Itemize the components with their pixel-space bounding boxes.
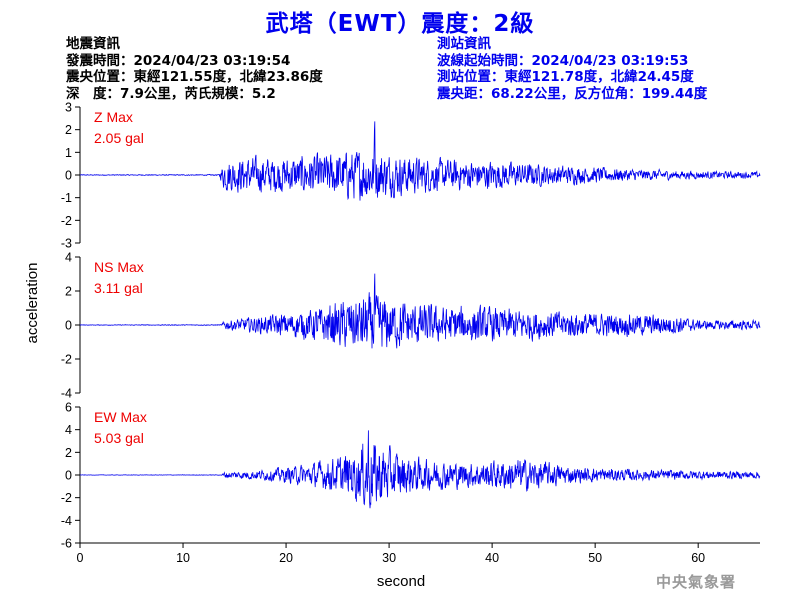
y-tick-label: 4 bbox=[65, 423, 72, 437]
y-tick-label: -6 bbox=[61, 537, 72, 551]
station-wave-start: 波線起始時間：2024/04/23 03:19:53 bbox=[437, 52, 689, 69]
station-info-heading: 測站資訊 bbox=[437, 36, 491, 52]
y-tick-label: 6 bbox=[65, 401, 72, 415]
y-tick-label: 1 bbox=[65, 146, 72, 160]
y-tick-label: -1 bbox=[61, 191, 72, 205]
quake-epicenter: 震央位置：東經121.55度，北緯23.86度 bbox=[66, 69, 323, 85]
x-tick-label: 0 bbox=[77, 551, 84, 565]
y-tick-label: 4 bbox=[65, 251, 72, 265]
x-tick-label: 10 bbox=[176, 551, 190, 565]
waveform-trace-z bbox=[79, 121, 761, 201]
station-info-block: 測站資訊 波線起始時間：2024/04/23 03:19:53 測站位置：東經1… bbox=[437, 36, 707, 102]
x-tick-label: 50 bbox=[588, 551, 602, 565]
x-tick-label: 30 bbox=[382, 551, 396, 565]
y-tick-label: 0 bbox=[65, 319, 72, 333]
y-tick-label: 0 bbox=[65, 469, 72, 483]
y-tick-label: -2 bbox=[61, 214, 72, 228]
max-value-ew: 5.03 gal bbox=[94, 430, 144, 446]
y-tick-label: -2 bbox=[61, 491, 72, 505]
max-label-z: Z Max bbox=[94, 109, 133, 125]
max-value-z: 2.05 gal bbox=[94, 130, 144, 146]
station-distance-azimuth: 震央距：68.22公里，反方位角：199.44度 bbox=[437, 85, 708, 102]
page-title: 武塔（EWT）震度：2級 bbox=[265, 11, 535, 37]
max-value-ns: 3.11 gal bbox=[94, 280, 143, 296]
y-tick-label: 2 bbox=[65, 123, 72, 137]
quake-origin-time: 發震時間：2024/04/23 03:19:54 bbox=[66, 52, 291, 69]
quake-info-heading: 地震資訊 bbox=[66, 36, 120, 52]
y-axis-title: acceleration bbox=[24, 263, 41, 344]
y-tick-label: 0 bbox=[65, 169, 72, 183]
waveform-trace-ns bbox=[79, 273, 761, 349]
station-location: 測站位置：東經121.78度，北緯24.45度 bbox=[437, 69, 694, 85]
y-tick-label: -2 bbox=[61, 353, 72, 367]
y-tick-label: 2 bbox=[65, 285, 72, 299]
y-tick-label: 3 bbox=[65, 101, 72, 115]
y-tick-label: -3 bbox=[61, 237, 72, 251]
x-tick-label: 20 bbox=[279, 551, 293, 565]
max-label-ew: EW Max bbox=[94, 409, 147, 425]
max-label-ns: NS Max bbox=[94, 259, 144, 275]
quake-depth-magnitude: 深 度：7.9公里，芮氏規模：5.2 bbox=[66, 85, 276, 102]
agency-name: 中央氣象署 bbox=[656, 573, 737, 591]
x-axis-title: second bbox=[377, 573, 425, 590]
y-tick-label: -4 bbox=[61, 387, 72, 401]
y-tick-label: 2 bbox=[65, 446, 72, 460]
x-tick-label: 60 bbox=[691, 551, 705, 565]
quake-info-block: 地震資訊 發震時間：2024/04/23 03:19:54 震央位置：東經121… bbox=[66, 36, 323, 102]
x-tick-label: 40 bbox=[485, 551, 499, 565]
waveform-trace-ew bbox=[80, 430, 761, 509]
y-tick-label: -4 bbox=[61, 514, 72, 528]
